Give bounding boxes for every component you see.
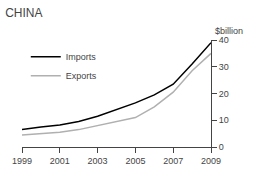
svg-text:2009: 2009 — [201, 156, 221, 166]
svg-text:2003: 2003 — [88, 156, 108, 166]
svg-text:Imports: Imports — [66, 52, 97, 62]
svg-text:20: 20 — [219, 89, 229, 99]
svg-text:$billion: $billion — [215, 26, 243, 36]
svg-text:2001: 2001 — [50, 156, 70, 166]
svg-text:30: 30 — [219, 62, 229, 72]
svg-text:40: 40 — [219, 35, 229, 45]
svg-text:10: 10 — [219, 115, 229, 125]
svg-text:0: 0 — [219, 142, 224, 152]
svg-text:2007: 2007 — [163, 156, 183, 166]
svg-text:Exports: Exports — [66, 71, 97, 81]
svg-text:1999: 1999 — [12, 156, 32, 166]
svg-text:CHINA: CHINA — [5, 6, 42, 20]
svg-text:2005: 2005 — [125, 156, 145, 166]
